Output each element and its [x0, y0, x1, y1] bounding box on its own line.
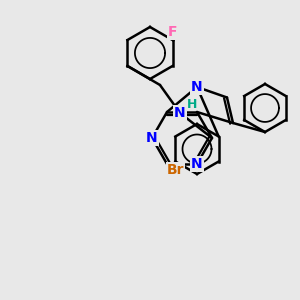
Text: Br: Br — [167, 163, 184, 176]
Text: N: N — [191, 80, 203, 94]
Text: N: N — [174, 106, 186, 120]
Text: N: N — [146, 131, 158, 145]
Text: F: F — [168, 25, 177, 39]
Text: H: H — [187, 98, 197, 112]
Text: N: N — [191, 157, 203, 171]
